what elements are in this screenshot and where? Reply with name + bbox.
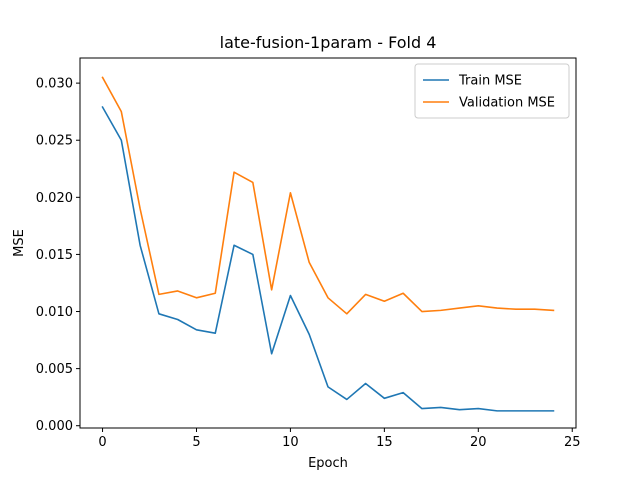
y-axis: 0.000 0.005 0.010 0.015 0.020 0.025 0.030 (36, 77, 80, 434)
axes-frame (79, 57, 577, 429)
y-tick-label: 0.015 (36, 248, 73, 263)
y-tick-label: 0.005 (36, 362, 73, 377)
x-tick-label: 10 (282, 435, 299, 450)
series-line-1 (101, 76, 555, 315)
legend-label-0: Train MSE (458, 74, 522, 89)
legend: Train MSE Validation MSE (414, 63, 570, 119)
legend-label-1: Validation MSE (459, 96, 555, 111)
series-line-0 (101, 106, 555, 412)
x-tick-label: 5 (192, 435, 200, 450)
x-tick-label: 15 (376, 435, 393, 450)
x-tick-label: 25 (564, 435, 581, 450)
y-tick-label: 0.030 (36, 77, 73, 92)
x-tick-label: 0 (98, 435, 106, 450)
x-axis-label: Epoch (308, 456, 348, 471)
x-axis: 0 5 10 15 20 25 (98, 428, 581, 450)
y-tick-label: 0.020 (36, 191, 73, 206)
y-tick-label: 0.000 (36, 419, 73, 434)
y-tick-label: 0.010 (36, 305, 73, 320)
x-tick-label: 20 (470, 435, 487, 450)
plot-area (101, 76, 555, 412)
legend-box (414, 63, 570, 119)
y-tick-label: 0.025 (36, 134, 73, 149)
chart-title: late-fusion-1param - Fold 4 (220, 33, 437, 52)
y-axis-label: MSE (12, 229, 27, 257)
